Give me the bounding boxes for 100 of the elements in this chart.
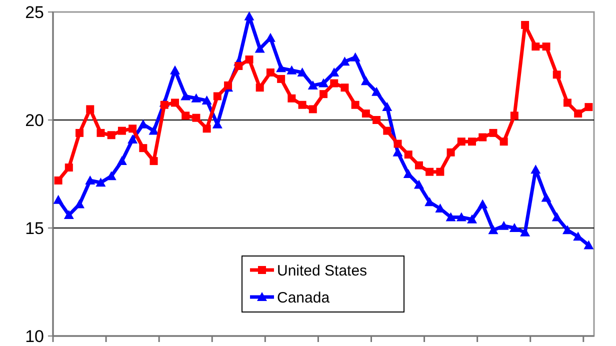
point [96, 128, 105, 137]
point [182, 112, 190, 120]
point [288, 94, 296, 102]
point [150, 157, 158, 166]
point [128, 134, 138, 144]
point [202, 96, 212, 105]
point [116, 156, 127, 166]
point [360, 76, 371, 86]
point [148, 126, 159, 135]
point [584, 103, 593, 112]
point [191, 93, 202, 102]
point [320, 90, 328, 98]
point [244, 11, 254, 20]
point [563, 98, 572, 107]
point [170, 65, 180, 74]
point [542, 42, 550, 51]
point [424, 197, 435, 206]
y-tick-label: 20 [25, 110, 44, 130]
point [394, 140, 402, 148]
y-tick-label: 15 [25, 218, 44, 238]
point [286, 65, 297, 74]
point [498, 220, 509, 230]
point [478, 133, 487, 142]
point [414, 180, 424, 189]
point [488, 225, 498, 234]
point [330, 79, 338, 88]
point [446, 212, 456, 222]
point [329, 67, 340, 76]
point [308, 105, 317, 114]
point [532, 42, 540, 51]
point [350, 52, 360, 62]
point [86, 105, 94, 114]
point [192, 114, 200, 122]
point [170, 98, 179, 107]
point [234, 62, 243, 70]
point [457, 138, 466, 146]
point [180, 91, 191, 100]
y-tick-label: 10 [25, 326, 44, 346]
point [266, 68, 274, 76]
point [54, 176, 62, 184]
point [64, 164, 73, 172]
point [64, 210, 74, 220]
point [478, 199, 488, 208]
point [530, 164, 541, 174]
point [106, 171, 116, 180]
point [446, 148, 455, 156]
point [541, 192, 552, 202]
point [276, 63, 286, 72]
point [468, 138, 476, 146]
point [308, 80, 318, 90]
point [436, 168, 444, 176]
point [521, 20, 530, 29]
point [213, 92, 222, 100]
point [351, 100, 360, 109]
point [456, 212, 466, 222]
point [584, 240, 594, 250]
point [139, 144, 148, 152]
point [340, 84, 349, 92]
point [245, 56, 254, 64]
point [562, 225, 572, 234]
point [160, 100, 168, 109]
legend-label: United States [277, 262, 368, 280]
point [509, 223, 520, 232]
point [372, 116, 381, 124]
point [489, 128, 498, 137]
y-tick-label: 25 [25, 2, 44, 22]
point [74, 199, 85, 208]
point [254, 44, 265, 53]
point [265, 32, 276, 42]
point [362, 110, 370, 118]
point [414, 161, 423, 170]
point [118, 126, 126, 135]
point [426, 168, 434, 176]
point [76, 128, 84, 137]
point [404, 150, 412, 159]
point [574, 110, 582, 118]
point [403, 169, 414, 178]
point [383, 126, 392, 135]
point [202, 124, 211, 133]
point [318, 78, 328, 88]
point [467, 214, 478, 224]
legend-label: Canada [277, 289, 330, 306]
point [392, 147, 403, 156]
point [53, 194, 64, 204]
point [298, 100, 306, 109]
point [552, 70, 561, 79]
point [500, 138, 508, 146]
point [510, 112, 518, 120]
point [256, 84, 264, 92]
point [85, 175, 96, 184]
point [382, 102, 392, 112]
point [224, 81, 232, 90]
point [372, 86, 382, 96]
point [128, 124, 137, 133]
point [107, 131, 116, 140]
point [277, 74, 286, 83]
point [552, 212, 562, 222]
point [340, 56, 350, 66]
point [297, 67, 308, 76]
point [96, 178, 106, 187]
